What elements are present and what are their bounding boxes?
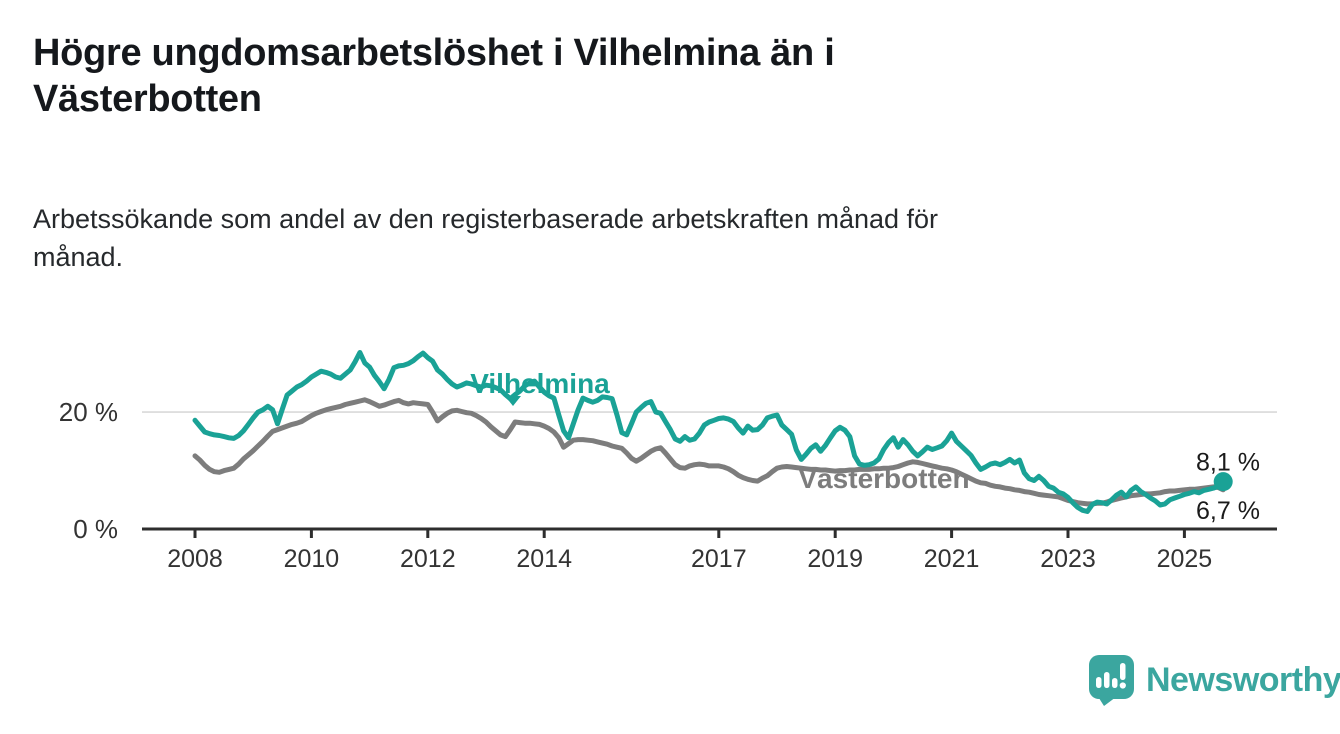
x-axis-label: 2021 bbox=[924, 545, 980, 573]
page-title: Högre ungdomsarbetslöshet i Vilhelmina ä… bbox=[33, 32, 835, 121]
x-axis-label: 2025 bbox=[1157, 545, 1213, 573]
series-label-vasterbotten: Västerbotten bbox=[798, 463, 969, 494]
end-value-label-vasterbotten: 6,7 % bbox=[1196, 497, 1260, 525]
x-axis-label: 2008 bbox=[167, 545, 223, 573]
y-axis-label: 0 % bbox=[73, 514, 118, 544]
series-label-pointer-icon bbox=[505, 396, 521, 406]
page-subtitle: Arbetssökande som andel av den registerb… bbox=[33, 204, 939, 273]
brand-name: Newsworthy bbox=[1146, 661, 1340, 699]
series-line-vilhelmina bbox=[192, 350, 1226, 514]
x-axis-label: 2017 bbox=[691, 545, 747, 573]
x-axis-label: 2010 bbox=[284, 545, 340, 573]
series-end-dot bbox=[1213, 472, 1233, 492]
x-axis-label: 2023 bbox=[1040, 545, 1096, 573]
x-axis-label: 2014 bbox=[516, 545, 572, 573]
series-line-västerbotten bbox=[192, 397, 1226, 507]
series-label-vilhelmina: Vilhelmina bbox=[470, 368, 610, 399]
newsworthy-logo-icon bbox=[1089, 655, 1134, 706]
x-axis-label: 2012 bbox=[400, 545, 456, 573]
brand-footer: Newsworthy bbox=[1088, 654, 1340, 707]
end-value-label-vilhelmina: 8,1 % bbox=[1196, 449, 1260, 477]
x-axis-label: 2019 bbox=[807, 545, 863, 573]
y-axis-label: 20 % bbox=[59, 397, 118, 427]
